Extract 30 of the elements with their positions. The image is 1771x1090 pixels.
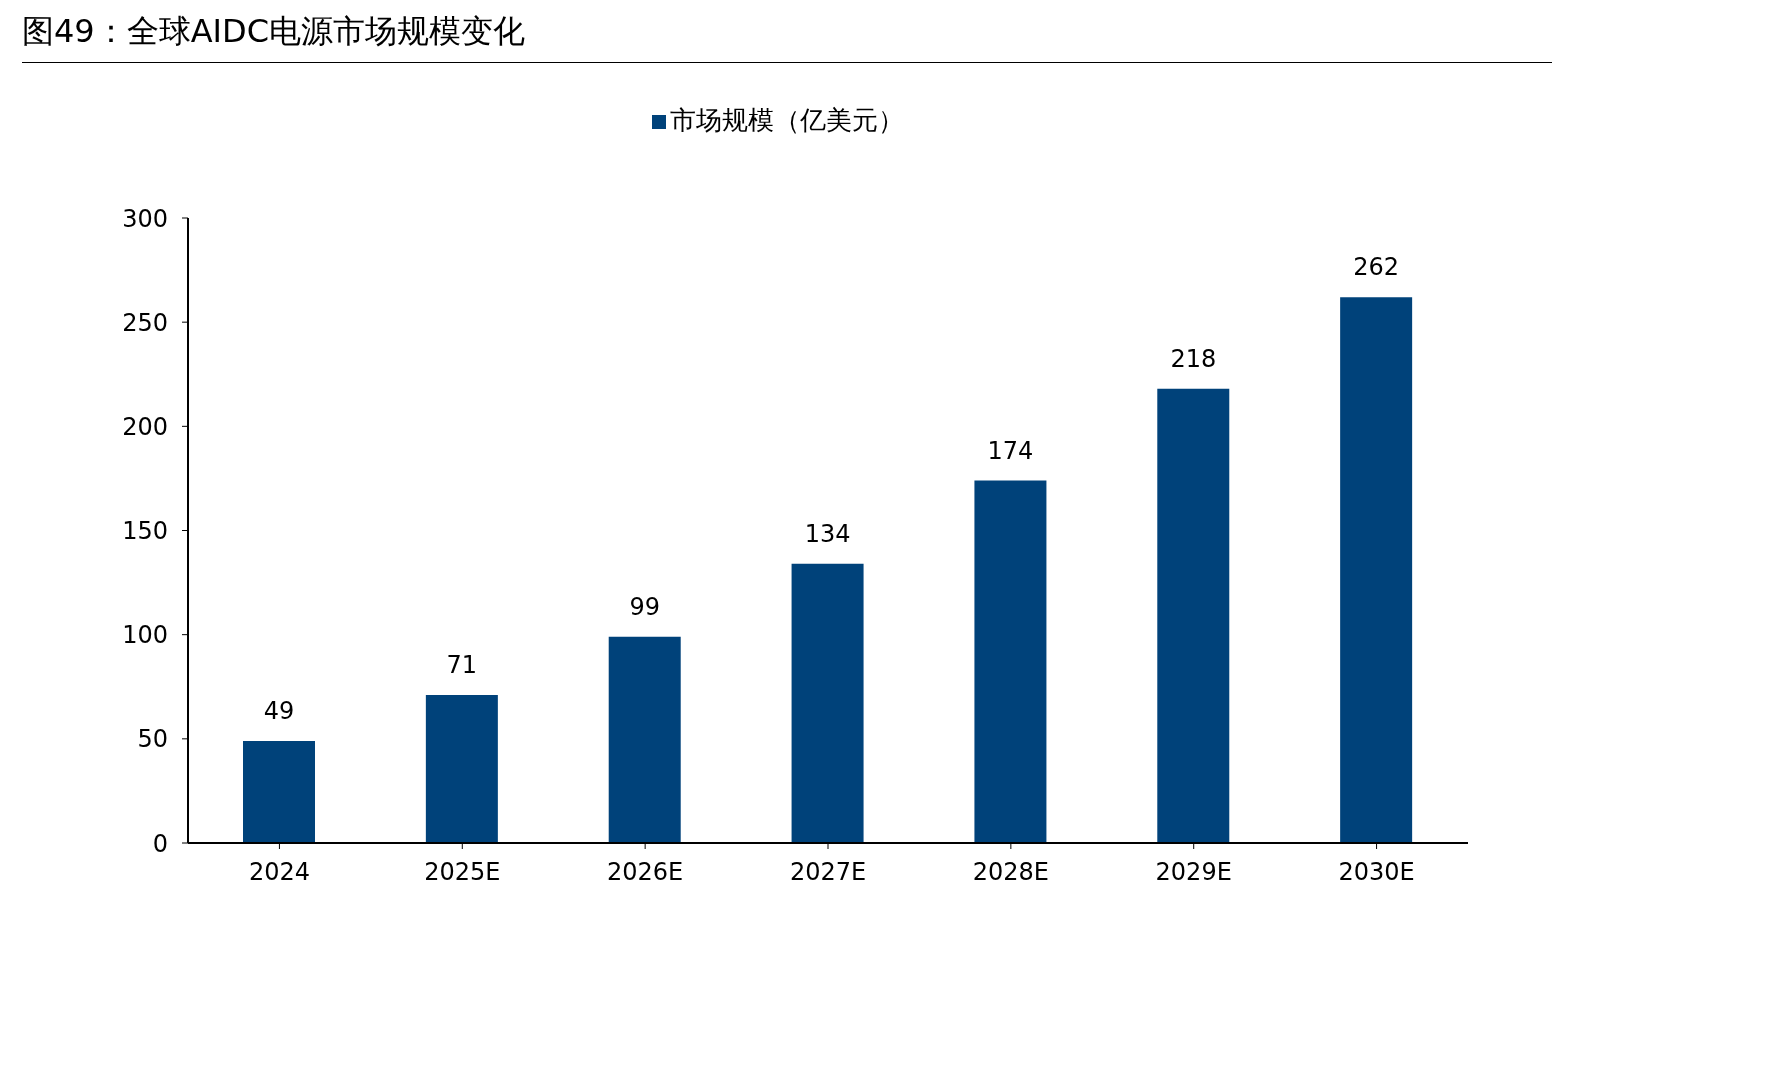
y-tick-label: 300 [122, 204, 168, 233]
data-label: 262 [1353, 253, 1400, 282]
data-label: 49 [263, 696, 295, 725]
data-label: 71 [446, 651, 478, 680]
bar [974, 480, 1047, 843]
bar [608, 636, 681, 843]
y-tick-label: 100 [122, 621, 168, 650]
data-label: 134 [804, 519, 851, 548]
chart-title: 图49：全球AIDC电源市场规模变化 [22, 10, 1552, 63]
bar [1340, 297, 1413, 843]
y-tick-label: 0 [152, 829, 168, 858]
bar [425, 695, 498, 843]
data-label: 99 [629, 592, 660, 621]
bar [1157, 388, 1230, 843]
y-tick-label: 250 [122, 308, 168, 337]
x-tick-label: 2030E [1338, 858, 1415, 887]
x-tick-label: 2029E [1155, 858, 1232, 887]
data-label: 174 [987, 436, 1034, 465]
y-tick-label: 200 [122, 412, 168, 441]
x-tick-label: 2027E [789, 858, 867, 887]
data-label: 218 [1170, 344, 1217, 373]
x-tick-label: 2028E [972, 858, 1049, 887]
y-tick-label: 50 [137, 725, 168, 754]
y-tick-label: 150 [122, 517, 168, 546]
legend-label: 市场规模（亿美元） [670, 105, 904, 135]
bar [791, 563, 864, 843]
bar [243, 740, 315, 843]
x-tick-label: 2025E [424, 858, 501, 887]
x-tick-label: 2024 [248, 858, 310, 887]
x-tick-label: 2026E [607, 858, 684, 887]
